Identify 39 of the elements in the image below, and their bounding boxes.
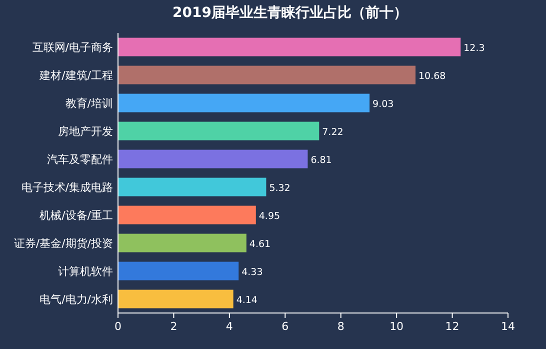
bar [118,206,256,224]
x-tick-label: 2 [170,320,178,333]
data-label: 6.81 [310,155,332,166]
x-tick-label: 6 [282,320,289,333]
y-tick-label: 机械/设备/重工 [40,209,113,222]
x-tick-label: 8 [337,320,344,333]
data-label: 4.33 [242,267,263,278]
x-tick-label: 10 [390,320,404,333]
y-tick-label: 电气/电力/水利 [40,293,113,306]
bar [118,66,416,84]
y-tick-label: 教育/培训 [65,97,113,110]
y-tick-label: 建材/建筑/工程 [38,69,113,82]
data-label: 9.03 [372,99,394,110]
y-tick-label: 汽车及零配件 [47,153,113,166]
y-tick-label: 计算机软件 [58,265,113,278]
y-tick-label: 房地产开发 [58,125,113,138]
bar [118,290,234,308]
data-label: 4.14 [236,295,258,306]
y-tick-label: 互联网/电子商务 [32,41,113,54]
bar [118,94,370,112]
bar [118,38,461,56]
data-label: 12.3 [464,43,485,54]
bar [118,234,246,252]
data-label: 7.22 [322,127,344,138]
x-tick-label: 14 [501,320,515,333]
data-label: 10.68 [418,71,446,82]
x-tick-label: 12 [445,320,460,333]
y-tick-label: 证券/基金/期货/投资 [14,237,113,250]
bar [118,150,308,168]
data-label: 4.61 [249,239,271,250]
data-label: 4.95 [258,211,280,222]
bar [118,178,266,196]
y-tick-label: 电子技术/集成电路 [21,181,113,194]
bar [118,262,239,280]
chart-title: 2019届毕业生青睐行业占比（前十） [172,5,408,21]
bar [118,122,320,140]
x-tick-label: 4 [226,320,233,333]
x-tick-label: 0 [114,320,122,333]
data-label: 5.32 [269,183,290,194]
